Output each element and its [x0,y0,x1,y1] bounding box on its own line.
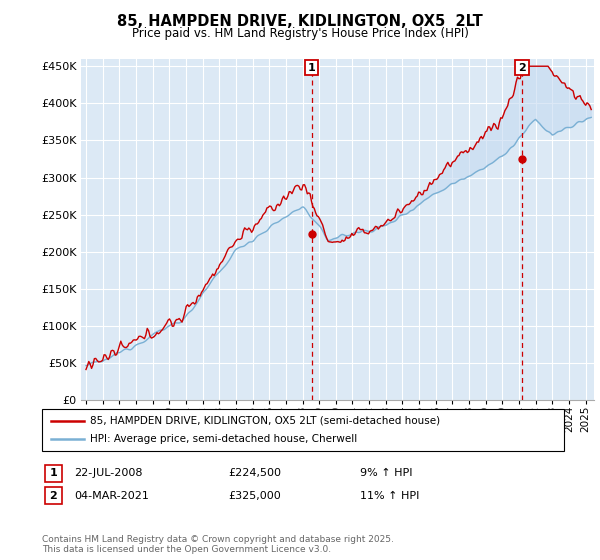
Text: 04-MAR-2021: 04-MAR-2021 [74,491,149,501]
Text: 2: 2 [518,63,526,73]
Text: Price paid vs. HM Land Registry's House Price Index (HPI): Price paid vs. HM Land Registry's House … [131,27,469,40]
Text: 1: 1 [50,468,57,478]
Text: £224,500: £224,500 [228,468,281,478]
Text: 9% ↑ HPI: 9% ↑ HPI [360,468,413,478]
Text: HPI: Average price, semi-detached house, Cherwell: HPI: Average price, semi-detached house,… [90,434,357,444]
Text: 1: 1 [308,63,316,73]
Text: Contains HM Land Registry data © Crown copyright and database right 2025.
This d: Contains HM Land Registry data © Crown c… [42,535,394,554]
Text: £325,000: £325,000 [228,491,281,501]
Text: 2: 2 [50,491,57,501]
Text: 85, HAMPDEN DRIVE, KIDLINGTON, OX5 2LT (semi-detached house): 85, HAMPDEN DRIVE, KIDLINGTON, OX5 2LT (… [90,416,440,426]
Text: 11% ↑ HPI: 11% ↑ HPI [360,491,419,501]
Text: 85, HAMPDEN DRIVE, KIDLINGTON, OX5  2LT: 85, HAMPDEN DRIVE, KIDLINGTON, OX5 2LT [117,14,483,29]
Text: 22-JUL-2008: 22-JUL-2008 [74,468,142,478]
